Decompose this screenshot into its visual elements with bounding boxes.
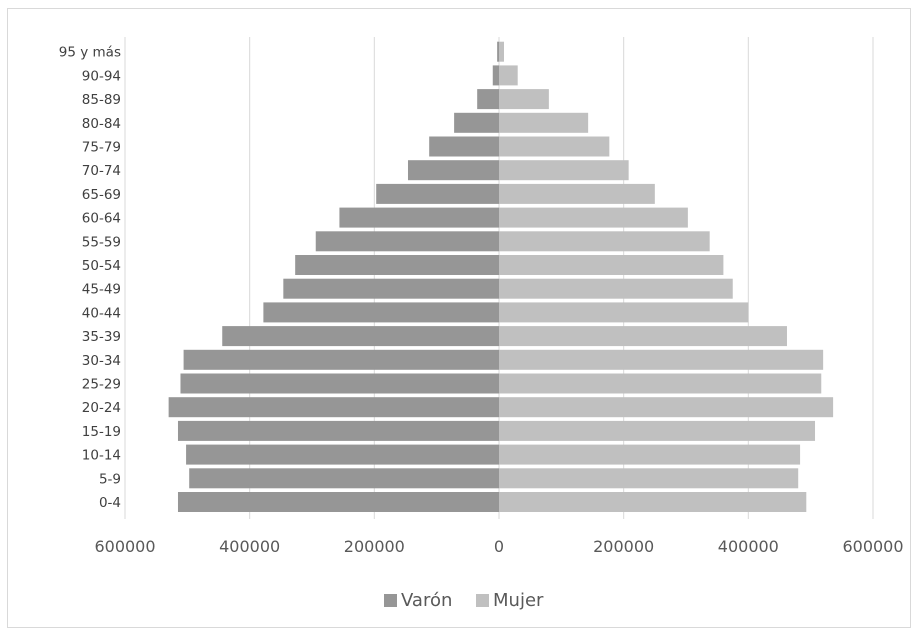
bars (168, 41, 834, 512)
category-labels: 0-4 5-9 10-14 15-19 20-24 25-29 30-34 35-39 40-4… (59, 45, 121, 511)
x-axis-tick-labels: 600000 400000 200000 0 200000 400000 600000 (94, 537, 903, 556)
bar-mujer (499, 112, 589, 133)
bar-mujer (499, 468, 799, 489)
category-label: 30-34 (82, 353, 121, 369)
bar-mujer (499, 255, 724, 275)
bar-mujer (499, 89, 549, 110)
bar-varon (180, 373, 499, 394)
bar-mujer (499, 65, 518, 86)
bar-mujer (499, 349, 824, 370)
x-tick-label: 600000 (94, 537, 155, 556)
bar-mujer (499, 231, 710, 252)
bar-mujer (499, 492, 807, 512)
bar-varon (429, 136, 499, 157)
bar-mujer (499, 302, 749, 323)
category-label: 5-9 (99, 471, 121, 487)
bar-varon (376, 183, 499, 204)
bar-varon (407, 160, 499, 181)
population-pyramid-chart: 0-4 5-9 10-14 15-19 20-24 25-29 30-34 35-39 40-4… (59, 37, 904, 611)
x-tick-label: 600000 (842, 537, 903, 556)
x-tick-label: 200000 (344, 537, 405, 556)
legend-swatch-varon (384, 594, 397, 607)
x-tick-label: 200000 (593, 537, 654, 556)
category-label: 90-94 (82, 68, 121, 84)
bar-varon (168, 397, 499, 418)
bar-mujer (499, 160, 629, 181)
bar-varon (477, 89, 499, 110)
category-label: 15-19 (82, 424, 121, 440)
bar-varon (189, 468, 499, 489)
category-label: 50-54 (82, 258, 121, 274)
category-label: 45-49 (82, 282, 121, 298)
bar-varon (263, 302, 499, 323)
bar-varon (339, 207, 499, 228)
chart-area: 0-4 5-9 10-14 15-19 20-24 25-29 30-34 35-39 40-4… (7, 8, 911, 628)
bar-varon (222, 326, 500, 347)
bar-varon (186, 444, 499, 465)
bar-mujer (499, 41, 504, 62)
bar-varon (315, 231, 499, 252)
bar-mujer (499, 207, 688, 228)
category-label: 55-59 (82, 234, 121, 250)
category-label: 85-89 (82, 92, 121, 108)
bar-varon (177, 420, 499, 441)
x-tick-label: 0 (494, 537, 504, 556)
bar-varon (454, 112, 499, 133)
category-label: 80-84 (82, 116, 121, 132)
bar-mujer (499, 373, 822, 394)
legend-swatch-mujer (476, 594, 489, 607)
category-label: 95 y más (59, 45, 121, 61)
bar-varon (177, 492, 499, 512)
bar-mujer (499, 278, 733, 299)
bar-mujer (499, 420, 816, 441)
category-label: 70-74 (82, 163, 121, 179)
category-label: 35-39 (82, 329, 121, 345)
bar-varon (497, 41, 499, 62)
legend-label-mujer: Mujer (493, 590, 544, 611)
bar-mujer (499, 444, 801, 465)
legend: Varón Mujer (384, 590, 544, 611)
category-label: 0-4 (99, 495, 121, 511)
bar-varon (283, 278, 499, 299)
bar-mujer (499, 136, 610, 157)
bar-mujer (499, 397, 834, 418)
legend-label-varon: Varón (401, 590, 452, 611)
category-label: 65-69 (82, 187, 121, 203)
bar-mujer (499, 183, 655, 204)
x-tick-label: 400000 (718, 537, 779, 556)
category-label: 75-79 (82, 140, 121, 156)
category-label: 60-64 (82, 211, 121, 227)
bar-varon (492, 65, 499, 86)
x-tick-label: 400000 (219, 537, 280, 556)
category-label: 20-24 (82, 400, 121, 416)
bar-varon (295, 255, 499, 275)
category-label: 40-44 (82, 305, 121, 321)
bar-mujer (499, 326, 787, 347)
category-label: 25-29 (82, 377, 121, 393)
category-label: 10-14 (82, 448, 121, 464)
bar-varon (183, 349, 500, 370)
